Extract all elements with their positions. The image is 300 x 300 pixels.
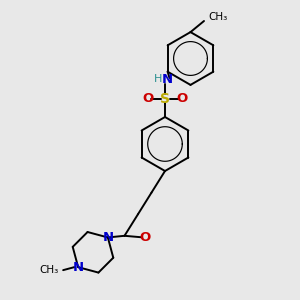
Text: H: H <box>154 74 163 84</box>
Text: N: N <box>73 261 84 274</box>
Text: O: O <box>139 231 151 244</box>
Text: N: N <box>102 231 113 244</box>
Text: CH₃: CH₃ <box>208 12 228 22</box>
Text: S: S <box>160 92 170 106</box>
Text: N: N <box>162 73 173 86</box>
Text: O: O <box>142 92 153 106</box>
Text: O: O <box>177 92 188 106</box>
Text: CH₃: CH₃ <box>39 265 59 275</box>
